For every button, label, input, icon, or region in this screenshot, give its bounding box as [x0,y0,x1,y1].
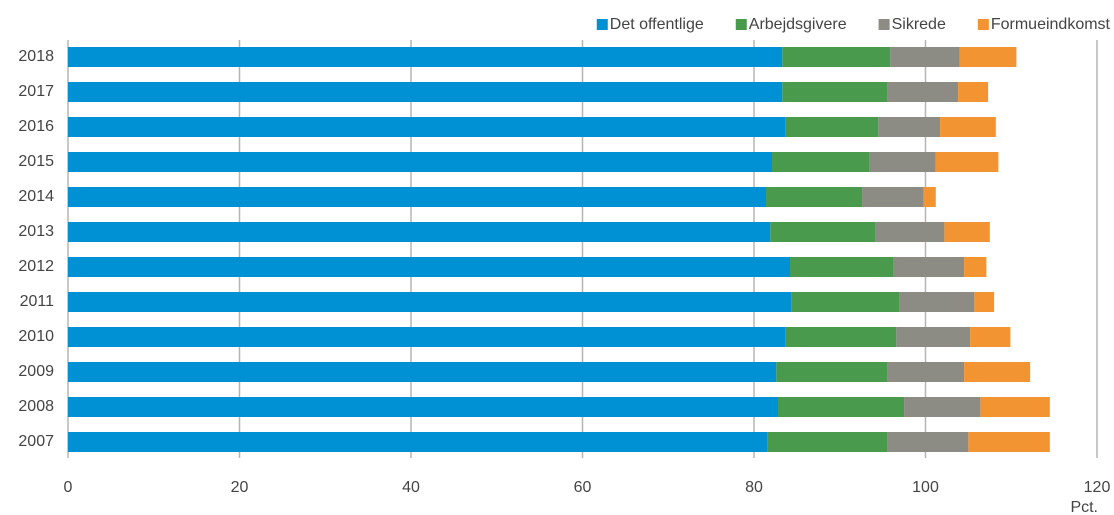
bar-segment [896,327,971,347]
bar-segment [899,292,975,312]
y-tick-label: 2014 [18,188,54,205]
bar-segment [980,397,1050,417]
bar-segment [68,152,773,172]
bar-segment [887,432,969,452]
bar-segment [68,362,777,382]
legend-swatch [878,19,890,30]
y-tick-label: 2013 [18,223,54,240]
bar-segment [770,222,876,242]
y-tick-label: 2015 [18,153,54,170]
bar-segment [782,82,888,102]
bar-segment [875,222,945,242]
bar-segment [869,152,936,172]
bar-segment [785,117,879,137]
bar-segment [68,432,768,452]
legend-label: Arbejdsgivere [749,16,847,33]
y-tick-label: 2017 [18,83,54,100]
bar-segment [782,47,891,67]
bar-segment [766,187,863,207]
bar-segment [778,397,905,417]
bar-segment [974,292,995,312]
bar-segment [791,292,900,312]
x-tick-label: 40 [402,479,420,496]
bar-segment [767,432,888,452]
y-tick-label: 2012 [18,258,54,275]
legend-swatch [977,19,989,30]
bar-segment [790,257,894,277]
bar-segment [68,222,771,242]
bar-segment [68,47,783,67]
x-tick-label: 0 [64,479,73,496]
bar-segment [970,327,1011,347]
bar-segment [68,117,786,137]
bar-segment [893,257,965,277]
bar-segment [958,82,989,102]
bar-segment [890,47,960,67]
x-axis-label: Pct. [1070,499,1098,515]
y-tick-label: 2010 [18,328,54,345]
legend-label: Formueindkomst [991,16,1111,33]
legend: Det offentlige Arbejdsgivere Sikrede Formue… [596,16,1111,33]
bar-segment [878,117,941,137]
y-tick-label: 2007 [18,433,54,450]
bar-segment [968,432,1050,452]
bar-segment [964,362,1031,382]
bar-segment [959,47,1017,67]
bar-segment [68,292,792,312]
bar-segment [862,187,924,207]
bar-segment [68,327,786,347]
y-tick-label: 2016 [18,118,54,135]
legend-label: Sikrede [892,16,946,33]
x-tick-label: 120 [1084,479,1111,496]
y-tick-label: 2011 [20,293,55,310]
legend-label: Det offentlige [610,16,704,33]
x-tick-label: 80 [745,479,763,496]
bar-segment [776,362,888,382]
legend-swatch [596,19,608,30]
bar-segment [923,187,936,207]
bar-segment [68,397,779,417]
bar-segment [785,327,897,347]
bar-segment [887,362,965,382]
x-tick-label: 60 [574,479,592,496]
bar-segment [68,187,767,207]
bar-segment [904,397,981,417]
bar-segment [944,222,990,242]
x-tick-label: 100 [912,479,939,496]
legend-swatch [735,19,747,30]
bar-segment [935,152,999,172]
bar-segment [940,117,996,137]
bar-segment [887,82,959,102]
bar-segment [68,257,791,277]
bar-segment [772,152,870,172]
x-tick-label: 20 [231,479,249,496]
bar-segment [964,257,987,277]
bar-segment [68,82,783,102]
y-tick-label: 2009 [18,363,54,380]
y-tick-label: 2008 [18,398,54,415]
y-tick-label: 2018 [18,48,54,65]
